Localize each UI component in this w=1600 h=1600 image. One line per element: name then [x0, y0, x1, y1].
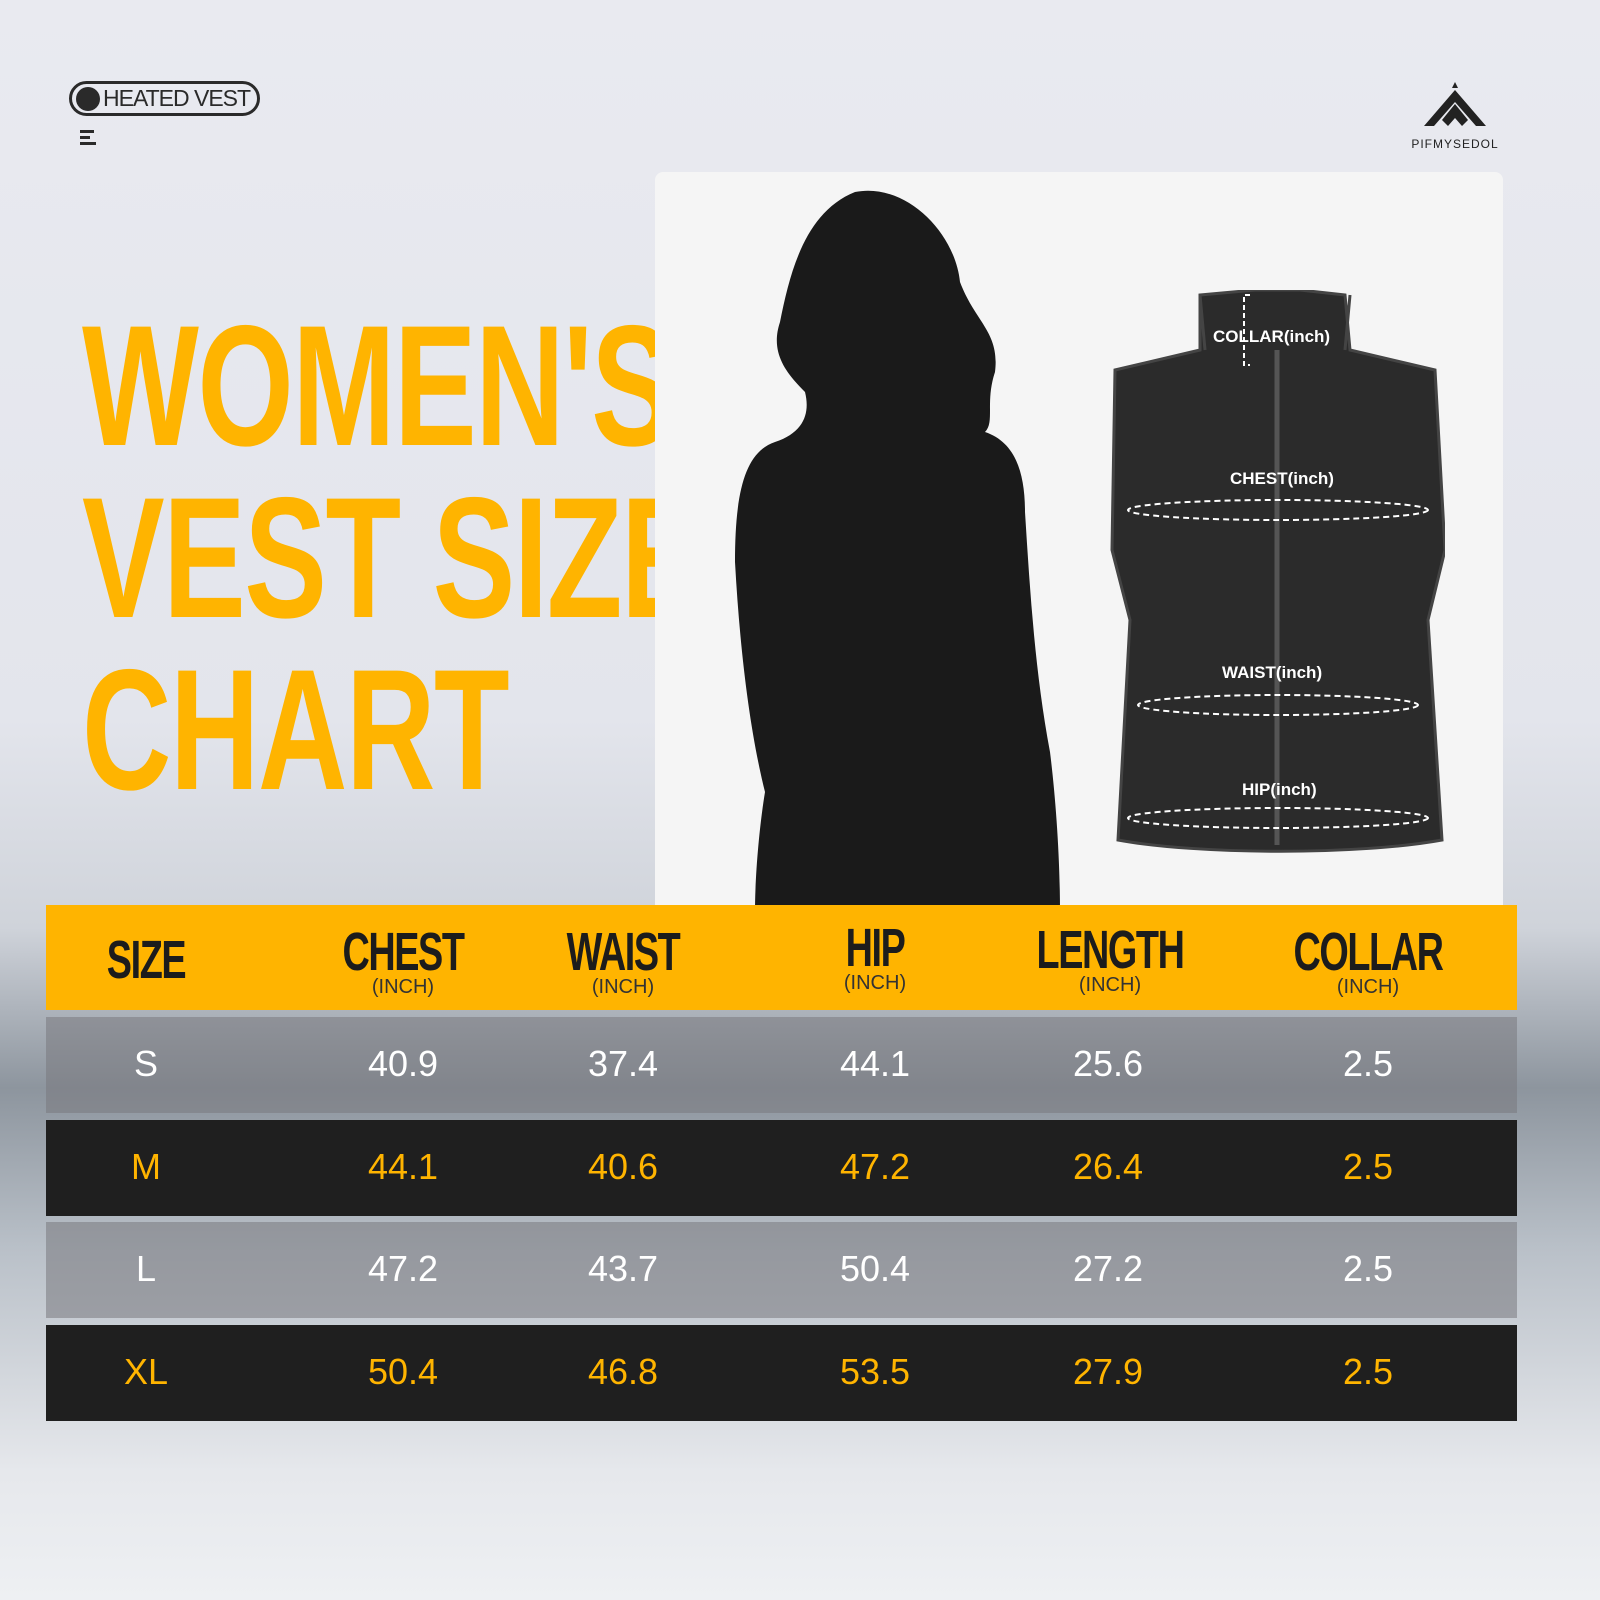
size-cell: S	[133, 1043, 159, 1084]
size-cell: XL	[123, 1351, 169, 1392]
menu-icon	[80, 130, 98, 148]
value-cell: 27.2	[1072, 1248, 1144, 1289]
value-cell: 47.2	[367, 1248, 439, 1289]
waist-label: WAIST(inch)	[1222, 663, 1323, 682]
value-cell: 2.5	[1342, 1248, 1394, 1289]
value-cell: 37.4	[587, 1043, 659, 1084]
value-cell: 2.5	[1342, 1351, 1394, 1392]
value-cell: 40.6	[587, 1146, 659, 1187]
value-cell: 50.4	[839, 1248, 911, 1289]
size-cell: M	[131, 1146, 161, 1187]
value-cell: 25.6	[1072, 1043, 1144, 1084]
mountain-logo-icon	[1424, 82, 1486, 126]
page-title: WOMEN'S VEST SIZE CHART	[82, 290, 704, 826]
value-cell: 43.7	[587, 1248, 659, 1289]
table-row: XL 50.4 46.8 53.5 27.9 2.5	[46, 1325, 1517, 1421]
diagram-panel: COLLAR(inch) CHEST(inch) WAIST(inch) HIP…	[655, 172, 1503, 912]
table-row: M 44.1 40.6 47.2 26.4 2.5	[46, 1120, 1517, 1216]
value-cell: 2.5	[1342, 1043, 1394, 1084]
value-cell: 46.8	[587, 1351, 659, 1392]
value-cell: 47.2	[839, 1146, 911, 1187]
heated-vest-badge: HEATED VEST	[69, 81, 260, 116]
value-cell: 27.9	[1072, 1351, 1144, 1392]
woman-silhouette	[735, 190, 1060, 912]
value-cell: 53.5	[839, 1351, 911, 1392]
dot-icon	[76, 86, 100, 111]
hip-label: HIP(inch)	[1242, 780, 1317, 799]
table-header: SIZE CHEST (INCH) WAIST (INCH) HIP (INCH) L…	[46, 905, 1517, 1010]
value-cell: 50.4	[367, 1351, 439, 1392]
size-cell: L	[135, 1248, 157, 1289]
value-cell: 40.9	[367, 1043, 439, 1084]
vest-diagram	[1110, 290, 1445, 853]
brand-logo: PIFMYSEDOL	[1405, 80, 1505, 151]
table-row: S 40.9 37.4 44.1 25.6 2.5	[46, 1017, 1517, 1113]
value-cell: 44.1	[367, 1146, 439, 1187]
table-row: L 47.2 43.7 50.4 27.2 2.5	[46, 1222, 1517, 1318]
collar-label: COLLAR(inch)	[1213, 327, 1331, 346]
badge-label: HEATED VEST	[103, 85, 251, 111]
value-cell: 26.4	[1072, 1146, 1144, 1187]
value-cell: 44.1	[839, 1043, 911, 1084]
chest-label: CHEST(inch)	[1230, 469, 1334, 488]
value-cell: 2.5	[1342, 1146, 1394, 1187]
